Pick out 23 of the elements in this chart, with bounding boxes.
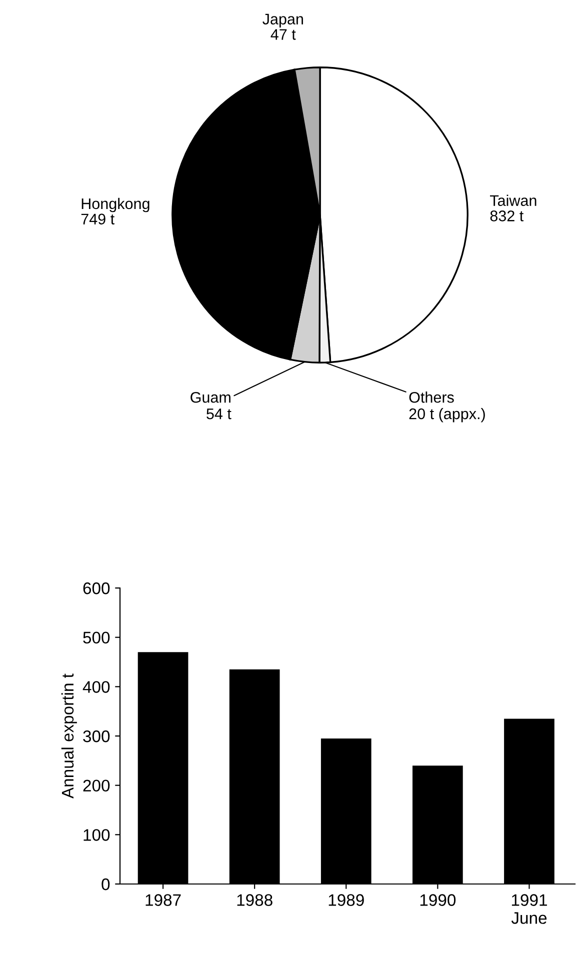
slice-label: Hongkong (82, 198, 150, 212)
slice-label: Guam (190, 392, 230, 403)
slice-label: Taiwan (490, 194, 536, 206)
x-tick-label: 1990 (420, 894, 456, 906)
y-tick-label: 0 (102, 878, 110, 890)
x-tick-label: 1991 June (511, 894, 547, 924)
data-label: 832 t (490, 210, 524, 222)
data-label: 749 t (81, 214, 114, 224)
y-axis-title: Annual exportin t (61, 674, 77, 799)
y-tick-label: 100 (84, 829, 110, 841)
y-tick-label: 200 (83, 780, 110, 792)
y-tick-label: 600 (83, 582, 110, 594)
x-tick-label: 1987 (146, 894, 181, 906)
slice-label: Japan (262, 14, 303, 28)
y-tick-label: 300 (83, 730, 110, 742)
data-label: 54 t (206, 408, 232, 420)
y-tick-label: 500 (83, 632, 110, 644)
x-tick-label: 1988 (237, 894, 272, 906)
data-label: 20 t (appx.) (409, 408, 485, 422)
x-tick-label: 1989 (328, 894, 364, 906)
y-tick-label: 400 (82, 681, 110, 693)
data-label: 47 t (270, 29, 296, 40)
slice-label: Others (409, 392, 454, 403)
